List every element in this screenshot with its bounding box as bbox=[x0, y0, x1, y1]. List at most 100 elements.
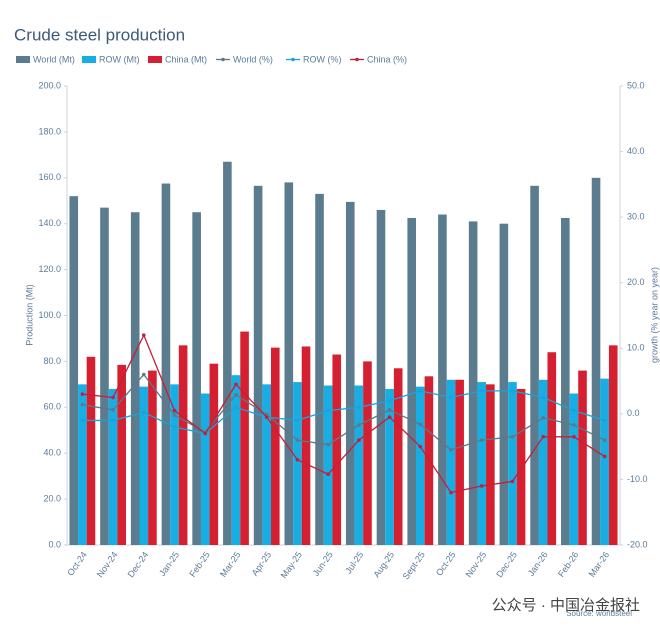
bar bbox=[578, 370, 587, 545]
bar bbox=[223, 161, 232, 546]
y2-tick-label: 10.0 bbox=[627, 343, 645, 353]
x-tick-label: Jul-25 bbox=[343, 550, 365, 576]
y-tick-label: 200.0 bbox=[38, 80, 61, 90]
point bbox=[142, 410, 146, 415]
point bbox=[572, 423, 576, 427]
point bbox=[387, 398, 392, 403]
bar bbox=[231, 375, 241, 545]
point bbox=[264, 415, 269, 419]
point bbox=[142, 333, 146, 337]
y2-axis-label: growth (% year on year) bbox=[649, 267, 659, 363]
x-tick-label: Apr-25 bbox=[250, 550, 274, 578]
legend-label: China (%) bbox=[367, 54, 407, 64]
bar bbox=[547, 352, 557, 545]
point bbox=[326, 408, 330, 413]
point bbox=[541, 435, 545, 439]
bar bbox=[508, 382, 517, 545]
watermark: 公众号 · 中国冶金报社 bbox=[492, 597, 640, 614]
y-tick-label: 60.0 bbox=[43, 402, 61, 412]
bar bbox=[253, 185, 263, 545]
point bbox=[357, 438, 361, 442]
bar bbox=[78, 384, 87, 545]
point bbox=[418, 422, 423, 427]
point bbox=[172, 425, 177, 429]
bar bbox=[486, 384, 495, 545]
point bbox=[449, 395, 453, 400]
bar bbox=[600, 378, 609, 545]
point bbox=[418, 444, 423, 449]
bar bbox=[385, 388, 394, 545]
bar bbox=[270, 347, 280, 545]
y-tick-label: 100.0 bbox=[38, 310, 61, 320]
point bbox=[387, 415, 392, 419]
point bbox=[172, 413, 177, 417]
y-tick-label: 0.0 bbox=[48, 539, 61, 549]
bar bbox=[446, 379, 456, 545]
bar bbox=[416, 386, 425, 545]
point bbox=[602, 438, 607, 442]
bar bbox=[139, 386, 149, 545]
x-tick-label: Oct-24 bbox=[65, 550, 89, 578]
y2-tick-label: 30.0 bbox=[627, 212, 645, 222]
bar bbox=[130, 212, 140, 545]
bar bbox=[354, 385, 364, 545]
x-tick-label: Jan-26 bbox=[526, 550, 550, 578]
point bbox=[449, 448, 453, 452]
bar bbox=[332, 354, 342, 545]
point bbox=[449, 490, 453, 495]
point bbox=[541, 395, 545, 400]
bar bbox=[363, 361, 372, 545]
point bbox=[111, 395, 115, 400]
y2-tick-label: -10.0 bbox=[627, 474, 648, 484]
x-tick-label: Dec-24 bbox=[126, 550, 151, 580]
bar bbox=[178, 345, 188, 545]
bar bbox=[117, 364, 126, 545]
x-tick-label: Feb-25 bbox=[187, 550, 212, 579]
bar bbox=[86, 356, 96, 545]
line bbox=[82, 390, 605, 435]
y2-tick-label: 20.0 bbox=[627, 277, 645, 287]
bar bbox=[209, 363, 219, 545]
bar bbox=[345, 201, 355, 545]
x-tick-label: Oct-25 bbox=[434, 550, 458, 578]
x-tick-label: Feb-26 bbox=[556, 550, 581, 579]
x-tick-label: Mar-26 bbox=[587, 550, 612, 579]
bar bbox=[200, 393, 210, 545]
point bbox=[142, 372, 146, 377]
point bbox=[357, 405, 361, 410]
point bbox=[203, 431, 208, 436]
bar bbox=[69, 196, 79, 545]
bar bbox=[170, 384, 179, 545]
point bbox=[357, 423, 361, 427]
bar bbox=[538, 379, 548, 545]
bar bbox=[240, 331, 249, 545]
point bbox=[326, 442, 330, 447]
x-tick-label: Dec-25 bbox=[494, 550, 519, 580]
point bbox=[602, 454, 607, 459]
bar bbox=[148, 370, 157, 545]
point bbox=[234, 405, 238, 410]
x-tick-label: Aug-25 bbox=[371, 550, 396, 580]
y2-tick-label: 50.0 bbox=[627, 80, 645, 90]
bar bbox=[323, 385, 333, 545]
point bbox=[80, 418, 85, 423]
y2-tick-label: -20.0 bbox=[627, 539, 648, 549]
point bbox=[572, 435, 576, 439]
bar bbox=[284, 182, 294, 545]
x-tick-label: Nov-25 bbox=[463, 550, 488, 580]
point bbox=[387, 408, 392, 412]
bar bbox=[376, 209, 386, 545]
bar bbox=[100, 207, 109, 545]
bar bbox=[455, 379, 464, 545]
point bbox=[295, 438, 300, 442]
point bbox=[602, 418, 607, 423]
legend-label: ROW (Mt) bbox=[99, 54, 140, 64]
y-tick-label: 20.0 bbox=[43, 493, 61, 503]
x-tick-label: Nov-24 bbox=[95, 550, 120, 580]
point bbox=[295, 457, 300, 462]
y-tick-label: 140.0 bbox=[38, 218, 61, 228]
legend-swatch bbox=[291, 57, 295, 62]
bar bbox=[468, 221, 478, 545]
legend-swatch bbox=[148, 56, 162, 63]
